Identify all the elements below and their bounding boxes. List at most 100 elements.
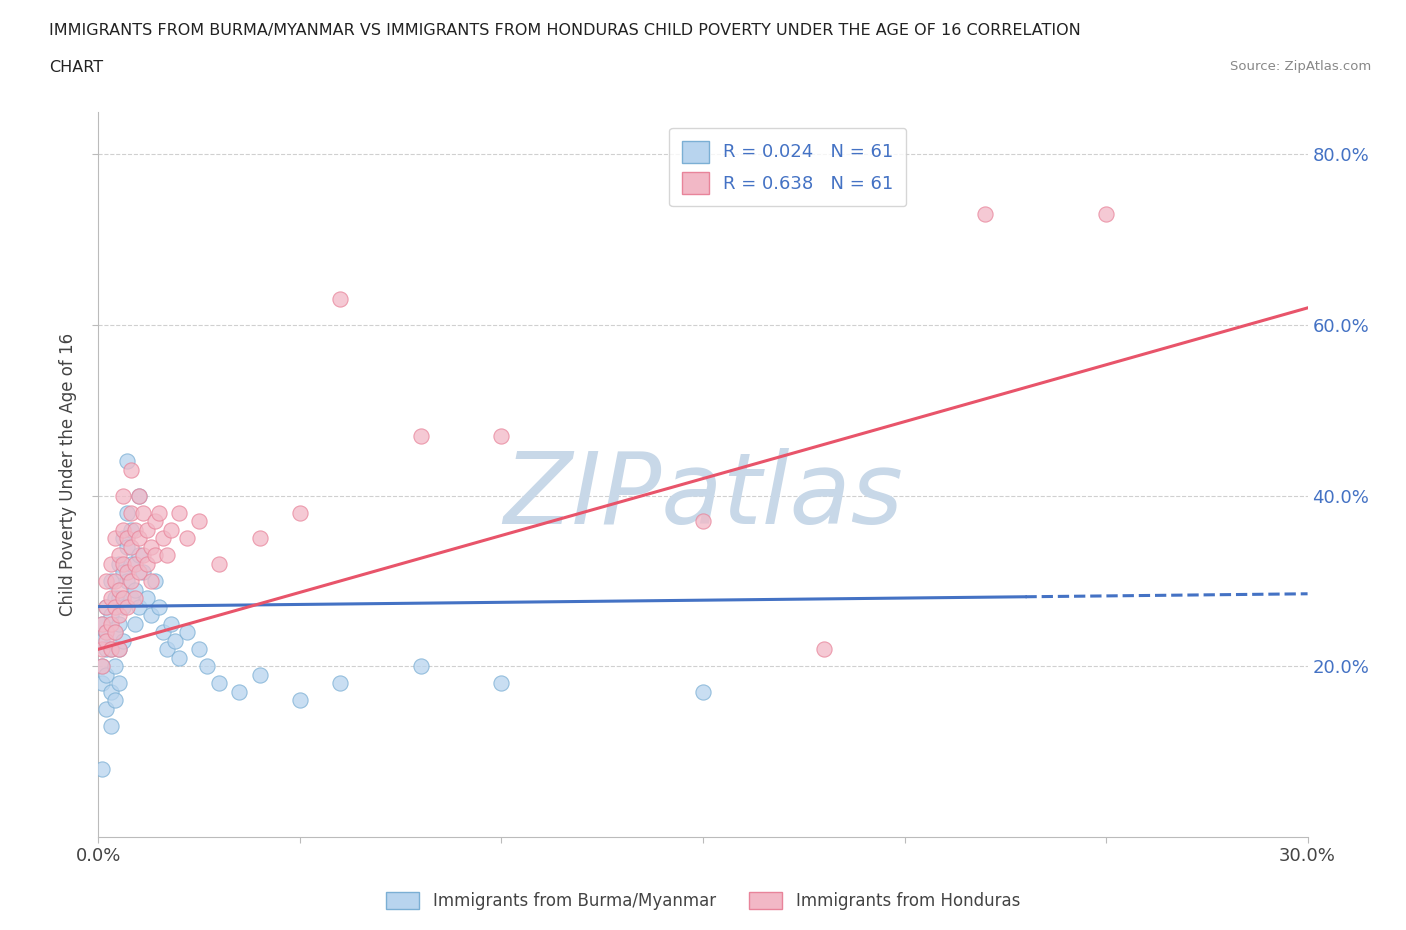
Point	[124, 523, 146, 538]
Point	[143, 548, 166, 563]
Point	[111, 531, 134, 546]
Point	[96, 701, 118, 716]
Point	[132, 505, 155, 520]
Point	[96, 642, 118, 657]
Point	[91, 658, 114, 673]
Point	[107, 642, 129, 657]
Point	[152, 531, 174, 546]
Point	[288, 693, 311, 708]
Point	[135, 556, 157, 571]
Point	[91, 642, 114, 657]
Point	[249, 668, 271, 683]
Point	[96, 574, 118, 589]
Text: IMMIGRANTS FROM BURMA/MYANMAR VS IMMIGRANTS FROM HONDURAS CHILD POVERTY UNDER TH: IMMIGRANTS FROM BURMA/MYANMAR VS IMMIGRA…	[49, 23, 1081, 38]
Point	[135, 523, 157, 538]
Point	[491, 429, 513, 444]
Point	[100, 719, 122, 734]
Point	[139, 574, 162, 589]
Text: CHART: CHART	[49, 60, 103, 75]
Point	[188, 513, 211, 528]
Point	[107, 556, 129, 571]
Point	[692, 684, 714, 699]
Point	[96, 625, 118, 640]
Point	[188, 642, 211, 657]
Point	[111, 599, 134, 614]
Point	[143, 574, 166, 589]
Point	[111, 633, 134, 648]
Point	[813, 642, 835, 657]
Point	[111, 591, 134, 605]
Point	[115, 531, 138, 546]
Point	[100, 607, 122, 622]
Point	[103, 591, 125, 605]
Point	[107, 617, 129, 631]
Point	[91, 617, 114, 631]
Point	[100, 617, 122, 631]
Point	[124, 582, 146, 597]
Point	[124, 591, 146, 605]
Point	[111, 523, 134, 538]
Point	[128, 548, 150, 563]
Point	[91, 617, 114, 631]
Point	[100, 556, 122, 571]
Point	[91, 633, 114, 648]
Point	[167, 650, 190, 665]
Point	[107, 548, 129, 563]
Point	[156, 548, 179, 563]
Point	[107, 591, 129, 605]
Point	[115, 454, 138, 469]
Point	[132, 565, 155, 580]
Point	[208, 556, 231, 571]
Point	[103, 625, 125, 640]
Point	[1095, 206, 1118, 221]
Point	[124, 556, 146, 571]
Point	[91, 762, 114, 777]
Point	[152, 625, 174, 640]
Point	[692, 513, 714, 528]
Point	[176, 531, 198, 546]
Point	[100, 574, 122, 589]
Point	[160, 617, 183, 631]
Point	[107, 676, 129, 691]
Point	[148, 599, 170, 614]
Point	[135, 591, 157, 605]
Point	[100, 642, 122, 657]
Point	[115, 574, 138, 589]
Point	[409, 429, 432, 444]
Point	[124, 617, 146, 631]
Point	[249, 531, 271, 546]
Legend: Immigrants from Burma/Myanmar, Immigrants from Honduras: Immigrants from Burma/Myanmar, Immigrant…	[380, 885, 1026, 917]
Point	[163, 633, 186, 648]
Point	[128, 488, 150, 503]
Point	[115, 565, 138, 580]
Point	[107, 642, 129, 657]
Point	[128, 488, 150, 503]
Point	[96, 599, 118, 614]
Point	[195, 658, 218, 673]
Point	[120, 505, 142, 520]
Point	[96, 668, 118, 683]
Point	[111, 488, 134, 503]
Point	[167, 505, 190, 520]
Point	[288, 505, 311, 520]
Point	[111, 565, 134, 580]
Point	[100, 684, 122, 699]
Point	[409, 658, 432, 673]
Point	[115, 599, 138, 614]
Point	[160, 523, 183, 538]
Text: Source: ZipAtlas.com: Source: ZipAtlas.com	[1230, 60, 1371, 73]
Point	[156, 642, 179, 657]
Point	[103, 574, 125, 589]
Point	[107, 607, 129, 622]
Point	[107, 582, 129, 597]
Point	[128, 599, 150, 614]
Point	[111, 556, 134, 571]
Point	[139, 539, 162, 554]
Point	[96, 625, 118, 640]
Point	[100, 591, 122, 605]
Point	[120, 556, 142, 571]
Point	[128, 565, 150, 580]
Point	[143, 513, 166, 528]
Point	[329, 292, 352, 307]
Point	[100, 642, 122, 657]
